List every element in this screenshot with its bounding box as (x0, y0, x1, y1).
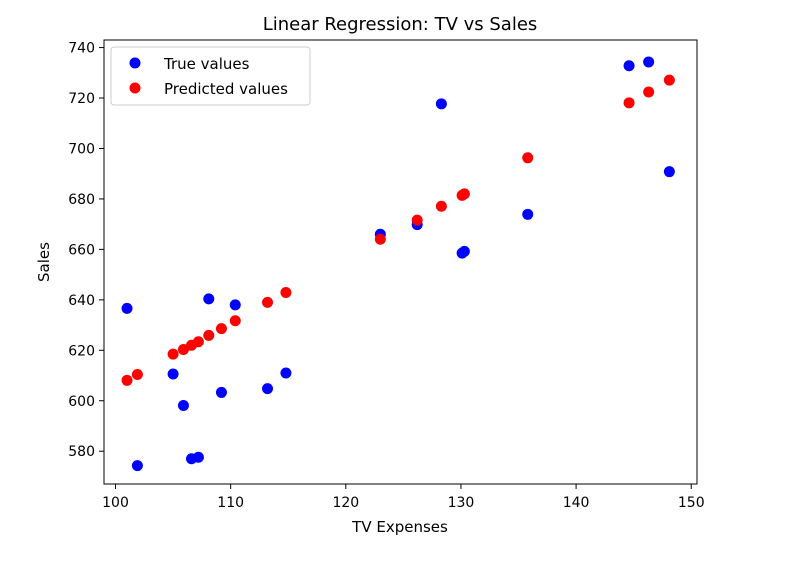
true-value-point (643, 56, 655, 68)
true-value-point (177, 400, 189, 412)
true-value-point (121, 302, 133, 314)
true-value-point (262, 383, 274, 395)
x-tick-label: 140 (563, 495, 590, 511)
y-tick-label: 720 (68, 91, 95, 107)
x-tick-label: 130 (448, 495, 475, 511)
true-value-point (215, 386, 227, 398)
x-tick-label: 120 (332, 495, 359, 511)
data-points (121, 56, 675, 472)
y-axis: 580 600 620 640 660 680 700 720 740 (68, 41, 104, 460)
predicted-value-point (411, 214, 423, 226)
true-value-point (522, 208, 534, 220)
y-tick-label: 740 (68, 41, 95, 57)
y-tick-label: 660 (68, 242, 95, 258)
predicted-value-point (643, 86, 655, 98)
legend-label-true-values: True values (163, 55, 250, 73)
legend-marker-predicted-values (129, 82, 141, 94)
true-value-point (167, 368, 179, 380)
legend-label-predicted-values: Predicted values (164, 80, 288, 98)
predicted-value-point (262, 296, 274, 308)
predicted-value-point (229, 315, 241, 327)
y-tick-label: 580 (68, 444, 95, 460)
predicted-value-point (280, 287, 292, 299)
predicted-value-point (215, 323, 227, 335)
y-tick-label: 620 (68, 343, 95, 359)
x-tick-label: 110 (217, 495, 244, 511)
y-tick-label: 600 (68, 394, 95, 410)
y-tick-label: 640 (68, 293, 95, 309)
predicted-value-point (623, 97, 635, 109)
predicted-value-point (374, 233, 386, 245)
x-tick-label: 150 (678, 495, 705, 511)
plot-area (103, 39, 698, 485)
predicted-value-point (203, 329, 215, 341)
predicted-value-point (121, 374, 133, 386)
predicted-value-point (131, 369, 143, 381)
predicted-value-point (167, 348, 179, 360)
predicted-value-point (435, 200, 447, 212)
predicted-value-point (192, 336, 204, 348)
predicted-value-point (522, 152, 534, 164)
true-value-point (229, 299, 241, 311)
true-value-point (280, 367, 292, 379)
predicted-value-point (177, 344, 189, 356)
legend-marker-true-values (129, 57, 141, 69)
true-value-point (131, 460, 143, 472)
true-value-point (623, 60, 635, 72)
true-value-point (663, 166, 675, 178)
x-tick-label: 100 (102, 495, 129, 511)
y-tick-label: 680 (68, 192, 95, 208)
true-value-point (458, 245, 470, 257)
legend-box (110, 46, 311, 106)
chart-title: Linear Regression: TV vs Sales (263, 14, 538, 35)
x-axis: 100 110 120 130 140 150 (102, 484, 705, 511)
predicted-value-point (663, 74, 675, 86)
y-axis-label: Sales (35, 242, 53, 282)
true-value-point (435, 98, 447, 110)
x-axis-label: TV Expenses (351, 518, 448, 536)
predicted-value-point (458, 188, 470, 200)
y-tick-label: 700 (68, 141, 95, 157)
true-value-point (203, 293, 215, 305)
true-value-point (192, 451, 204, 463)
legend: True values Predicted values (110, 46, 311, 106)
